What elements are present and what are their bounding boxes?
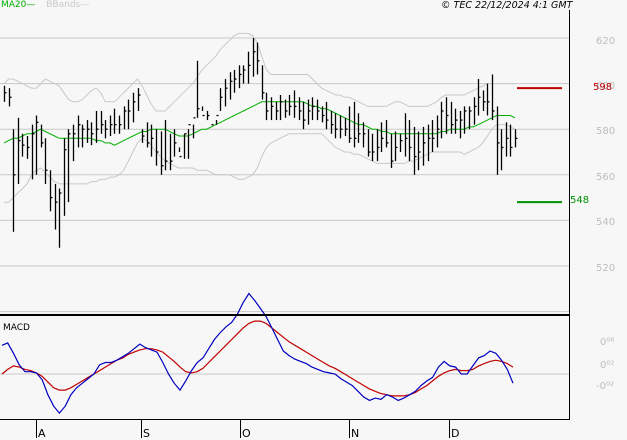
price-gridlines — [0, 37, 569, 313]
price-bars — [3, 38, 518, 248]
macd-title: MACD — [3, 323, 30, 333]
y-label-580: 580 — [596, 126, 616, 137]
macd-label-002: 0⁰² — [600, 360, 615, 371]
legend-ma20: MA20— — [1, 0, 36, 10]
x-label-aug: A — [38, 427, 46, 440]
x-label-nov: N — [351, 427, 360, 440]
macd-label-neg002: -0⁰² — [596, 381, 614, 392]
legend: MA20— BBands— — [1, 0, 89, 11]
y-label-620: 620 — [596, 36, 616, 47]
x-label-oct: O — [242, 427, 251, 440]
ma20-line — [3, 101, 516, 146]
legend-bbands: BBands— — [46, 0, 90, 10]
bollinger-bands — [3, 32, 516, 203]
macd-label-006: 0⁰⁶ — [600, 337, 615, 348]
y-label-560: 560 — [596, 172, 616, 183]
macd-lines — [0, 292, 569, 415]
x-label-sep: S — [143, 427, 150, 440]
x-label-dec: D — [451, 427, 460, 440]
support-level-label: 548 — [570, 195, 590, 206]
y-label-600: 600 — [596, 81, 616, 92]
level-lines — [517, 87, 562, 204]
chart-frame — [0, 10, 570, 420]
copyright-timestamp: © TEC 22/12/2024 4:1 GMT — [441, 0, 573, 11]
x-axis-ticks — [36, 420, 450, 438]
y-label-540: 540 — [596, 217, 616, 228]
y-label-520: 520 — [596, 263, 616, 274]
resistance-level-label: 598 — [593, 82, 613, 93]
